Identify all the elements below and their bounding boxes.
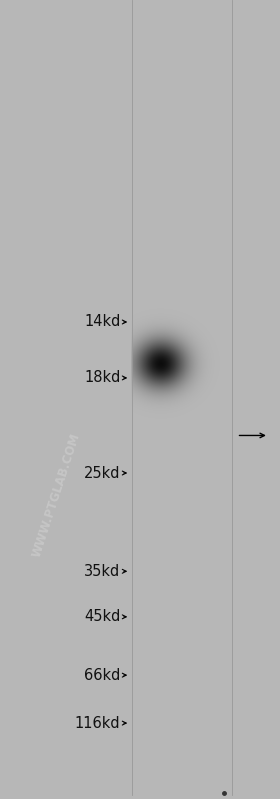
Bar xyxy=(137,0,138,795)
FancyBboxPatch shape xyxy=(179,675,225,787)
Text: 116kd: 116kd xyxy=(75,716,120,730)
Bar xyxy=(132,0,232,795)
Bar xyxy=(219,0,221,795)
Bar xyxy=(197,0,199,795)
Bar xyxy=(133,0,135,795)
Bar xyxy=(140,0,142,795)
Bar xyxy=(189,0,190,795)
Text: 35kd: 35kd xyxy=(84,564,120,578)
Bar xyxy=(207,0,209,795)
Bar xyxy=(231,0,232,795)
Bar xyxy=(209,0,211,795)
Bar xyxy=(172,0,174,795)
Bar xyxy=(227,0,229,795)
Text: 66kd: 66kd xyxy=(84,668,120,682)
Bar xyxy=(184,0,185,795)
Bar xyxy=(160,0,162,795)
Bar xyxy=(175,0,177,795)
Bar xyxy=(221,0,222,795)
Bar xyxy=(214,0,216,795)
Bar xyxy=(202,0,204,795)
Bar xyxy=(174,0,175,795)
Bar xyxy=(190,0,192,795)
Bar xyxy=(217,0,219,795)
Bar xyxy=(167,0,169,795)
Bar xyxy=(162,0,164,795)
Text: 18kd: 18kd xyxy=(84,371,120,385)
Bar xyxy=(170,0,172,795)
Bar xyxy=(212,0,214,795)
Bar xyxy=(224,0,226,795)
Bar xyxy=(222,0,224,795)
Bar xyxy=(187,0,189,795)
Bar xyxy=(132,0,133,795)
Bar xyxy=(158,0,160,795)
Bar xyxy=(216,0,217,795)
Bar xyxy=(164,0,165,795)
Bar xyxy=(142,0,143,795)
Bar xyxy=(147,0,148,795)
Bar xyxy=(153,0,155,795)
Bar xyxy=(204,0,206,795)
Bar xyxy=(194,0,195,795)
Bar xyxy=(211,0,212,795)
Text: WWW.PTGLAB.COM: WWW.PTGLAB.COM xyxy=(30,431,82,559)
Bar xyxy=(180,0,182,795)
Bar xyxy=(229,0,231,795)
Bar xyxy=(157,0,158,795)
Bar xyxy=(138,0,140,795)
Text: 25kd: 25kd xyxy=(84,466,120,480)
Bar xyxy=(206,0,207,795)
Bar xyxy=(199,0,200,795)
Bar xyxy=(169,0,170,795)
Bar xyxy=(177,0,179,795)
Bar xyxy=(135,0,137,795)
Bar xyxy=(145,0,147,795)
Bar xyxy=(185,0,187,795)
Bar xyxy=(150,0,152,795)
Bar xyxy=(165,0,167,795)
Bar xyxy=(179,0,180,795)
Bar xyxy=(200,0,202,795)
Text: 14kd: 14kd xyxy=(84,315,120,329)
Bar xyxy=(226,0,227,795)
Bar xyxy=(148,0,150,795)
Bar xyxy=(195,0,197,795)
Bar xyxy=(143,0,145,795)
Bar xyxy=(182,0,184,795)
Text: 45kd: 45kd xyxy=(84,610,120,624)
Bar xyxy=(155,0,157,795)
Bar xyxy=(192,0,194,795)
Bar xyxy=(152,0,153,795)
